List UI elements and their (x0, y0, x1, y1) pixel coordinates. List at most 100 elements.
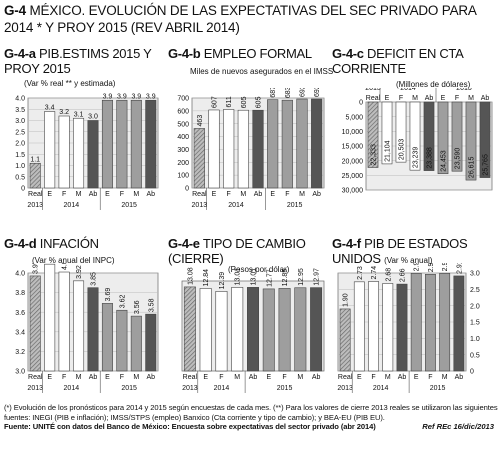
panel-subtitle: (Var % anual del INPC) (32, 256, 115, 265)
panel-title-line2: (CIERRE) (168, 251, 224, 266)
data-label: 3.9 (103, 93, 113, 100)
data-label: 3.9 (117, 93, 127, 100)
y-tick-label: 10,000 (342, 129, 364, 136)
panel-subtitle: (Var % real ** y estimada) (24, 79, 116, 88)
bar-m (231, 287, 244, 372)
data-label: 13.01 (251, 268, 258, 286)
x-tick-label: M (133, 374, 139, 381)
y-tick-label: 1.0 (470, 336, 480, 343)
bar-e (44, 263, 56, 372)
data-label: 13.08 (187, 267, 194, 285)
y-tick-label: 15,000 (342, 144, 364, 151)
year-label: 2015 (456, 88, 472, 92)
x-tick-label: Ab (146, 191, 155, 198)
data-label: 605 (241, 96, 248, 108)
x-tick-label: Ab (312, 191, 321, 198)
year-label: 2015 (277, 385, 293, 392)
year-label: 2014 (373, 385, 389, 392)
y-tick-label: 0.5 (15, 174, 25, 181)
year-label: 2015 (430, 385, 446, 392)
x-tick-label: M (76, 374, 82, 381)
bar-ab (310, 287, 323, 372)
panel-title: G-4-d INFACIÓN (4, 236, 99, 251)
bar-m (296, 98, 308, 189)
x-tick-label: M (385, 374, 391, 381)
credit: Ref REc 16/dic/2013 (422, 422, 494, 431)
year-label: 2013 (192, 202, 208, 209)
panel-title: G-4-f PIB DE ESTADOS (332, 236, 468, 251)
bar-ab (87, 287, 99, 372)
data-label: 2.66 (400, 268, 407, 282)
x-tick-label: E (385, 95, 390, 102)
data-label: 611 (226, 96, 233, 107)
chart-tipo-de-cambio: 13.08 Real 12.84 E 12.39 F 13.01 M 13.01 Ab 12.77 E… (181, 267, 325, 393)
x-tick-label: F (428, 374, 432, 381)
data-label: 3.97 (33, 263, 40, 274)
data-label: 3.85 (91, 272, 98, 286)
y-tick-label: 0 (21, 186, 25, 193)
y-tick-label: 1.5 (15, 152, 25, 159)
x-tick-label: Real (28, 191, 43, 198)
x-tick-label: M (468, 95, 474, 102)
bar-e (101, 303, 113, 372)
x-tick-label: F (371, 374, 375, 381)
y-tick-label: 100 (177, 173, 189, 180)
x-tick-label: Real (338, 374, 353, 381)
data-label: 3.56 (134, 300, 141, 314)
x-tick-label: Ab (89, 374, 98, 381)
data-label: 2.96 (428, 263, 435, 272)
year-label: 2014 (214, 385, 230, 392)
note-1: (*) Evolución de los pronósticos para 20… (4, 403, 498, 412)
figure-id: G-4 (4, 3, 26, 18)
bar-ab (453, 275, 465, 372)
x-tick-label: M (442, 374, 448, 381)
y-tick-label: 0 (470, 369, 474, 376)
data-label: 24,453 (441, 150, 448, 172)
y-tick-label: 3.6 (15, 310, 25, 317)
x-tick-label: Real (28, 374, 43, 381)
x-tick-label: E (47, 191, 52, 198)
data-label: 2.74 (371, 266, 378, 280)
bar-f (451, 101, 463, 172)
bar-e (437, 101, 449, 175)
bar-e (410, 273, 422, 372)
x-tick-label: F (399, 95, 403, 102)
y-tick-label: 200 (177, 160, 189, 167)
bar-e (199, 288, 212, 372)
data-label: 3.2 (59, 109, 69, 116)
bar-real (183, 286, 196, 372)
bar-ab (145, 313, 157, 372)
y-tick-label: 3.4 (15, 329, 25, 336)
y-tick-label: 3.0 (470, 271, 480, 278)
footnotes: (*) Evolución de los pronósticos para 20… (4, 403, 498, 432)
data-label: 692 (300, 88, 307, 97)
panel-title: G-4-e TIPO DE CAMBIO (168, 236, 306, 251)
chart-pib-estados-unidos: 0 0.5 1.0 1.5 2.0 2.5 3.0 1.90 Real 2.73 E 2.74 F 2.6… (337, 263, 480, 393)
bar-f (223, 109, 235, 189)
y-tick-label: 4.0 (15, 96, 25, 103)
chart-empleo-formal: 0 100 200 300 400 500 600 700 463 Real 607 E 611 F 605… (177, 88, 325, 210)
data-label: 3.9 (146, 93, 156, 100)
x-tick-label: Ab (254, 191, 263, 198)
data-label: 3.58 (148, 298, 155, 312)
data-label: 1.1 (30, 156, 40, 163)
x-tick-label: Ab (398, 374, 407, 381)
panel-subtitle: (Pesos por dólar) (228, 265, 290, 274)
bar-ab (252, 109, 264, 189)
y-tick-label: 2.0 (15, 141, 25, 148)
panel-subtitle: (Millones de dólares) (396, 80, 471, 89)
data-label: 2.99 (414, 263, 421, 271)
year-label: 2013 (182, 385, 198, 392)
data-label: 687 (270, 88, 277, 98)
figure-title-text: MÉXICO. EVOLUCIÓN DE LAS EXPECTATIVAS DE… (4, 3, 476, 35)
data-label: 2.68 (385, 268, 392, 282)
note-3: Fuente: UNITÉ con datos del Banco de Méx… (4, 422, 376, 432)
data-label: 2.73 (357, 266, 364, 280)
y-tick-label: 30,000 (342, 188, 364, 195)
chart-inflacion: 3.03.23.43.63.84.03.97Real4.09E4.01F3.92… (15, 263, 159, 393)
bar-m (73, 117, 85, 189)
panel-title: G-4-b EMPLEO FORMAL (168, 46, 312, 61)
data-label: 25,765 (483, 154, 490, 176)
bar-f (368, 281, 379, 372)
